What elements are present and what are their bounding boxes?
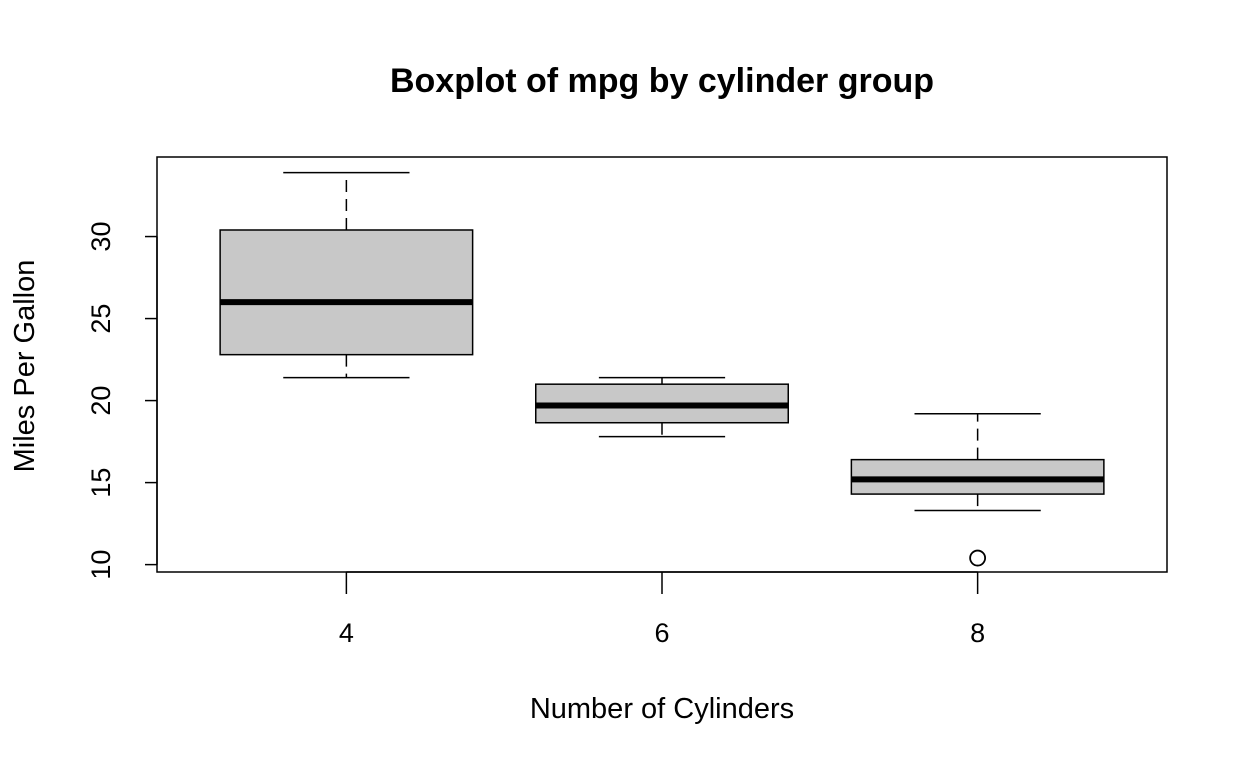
x-tick-label: 8 (970, 618, 985, 648)
x-tick-label: 6 (654, 618, 669, 648)
x-tick-label: 4 (339, 618, 354, 648)
y-tick-label: 15 (86, 468, 116, 498)
y-tick-label: 25 (86, 304, 116, 334)
x-axis-label: Number of Cylinders (530, 693, 794, 725)
box-iqr (219, 229, 474, 356)
y-tick-label: 20 (86, 386, 116, 416)
box-group-8 (850, 412, 1105, 567)
y-axis: 10 15 20 25 30 (86, 222, 158, 580)
box-group-6 (535, 376, 789, 438)
box-group-4 (219, 171, 474, 379)
x-axis: 4 6 8 (339, 571, 985, 648)
chart-title: Boxplot of mpg by cylinder group (390, 62, 934, 100)
y-axis-label: Miles Per Gallon (9, 260, 41, 473)
outlier-point (969, 549, 987, 567)
boxes-group (219, 171, 1105, 567)
y-tick-label: 10 (86, 550, 116, 580)
y-tick-label: 30 (86, 222, 116, 252)
